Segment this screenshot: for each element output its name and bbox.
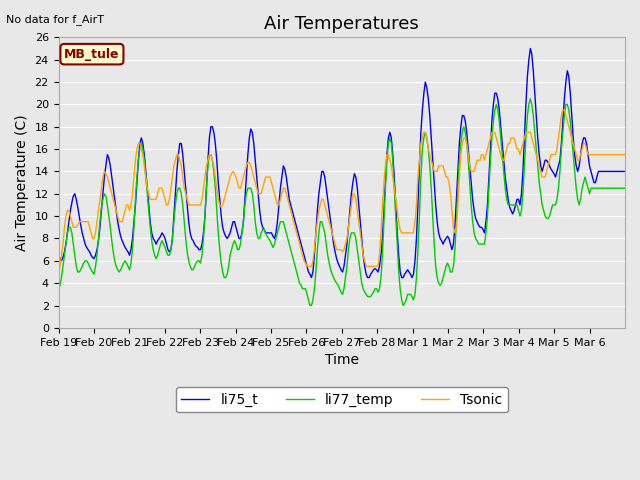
li75_t: [460, 113, 468, 119]
li77_temp: [348, 230, 355, 236]
li75_t: [546, 163, 554, 169]
Legend: li75_t, li77_temp, Tsonic: li75_t, li77_temp, Tsonic: [176, 387, 508, 412]
li77_temp: [460, 124, 468, 130]
li75_t: [621, 168, 629, 174]
li75_t: [527, 46, 534, 51]
Title: Air Temperatures: Air Temperatures: [264, 15, 419, 33]
Tsonic: [559, 107, 567, 113]
li77_temp: [92, 264, 99, 269]
Line: Tsonic: Tsonic: [58, 110, 625, 272]
li75_t: [308, 275, 316, 280]
Y-axis label: Air Temperature (C): Air Temperature (C): [15, 114, 29, 251]
li77_temp: [546, 213, 554, 219]
Tsonic: [92, 230, 99, 236]
li77_temp: [621, 185, 629, 191]
li75_t: [620, 168, 627, 174]
li75_t: [54, 252, 62, 258]
Tsonic: [543, 168, 550, 174]
li77_temp: [74, 269, 81, 275]
li77_temp: [54, 286, 62, 292]
Tsonic: [74, 222, 81, 228]
li77_temp: [306, 303, 314, 309]
Tsonic: [346, 213, 354, 219]
Tsonic: [621, 152, 629, 157]
li75_t: [74, 204, 81, 210]
X-axis label: Time: Time: [324, 353, 359, 367]
Line: li77_temp: li77_temp: [58, 99, 625, 306]
Tsonic: [618, 152, 626, 157]
li75_t: [348, 191, 355, 197]
li77_temp: [620, 185, 627, 191]
Text: No data for f_AirT: No data for f_AirT: [6, 14, 104, 25]
Text: MB_tule: MB_tule: [64, 48, 120, 60]
Tsonic: [54, 269, 62, 275]
li77_temp: [527, 96, 534, 102]
Line: li75_t: li75_t: [58, 48, 625, 277]
li75_t: [92, 252, 99, 258]
Tsonic: [458, 141, 466, 146]
